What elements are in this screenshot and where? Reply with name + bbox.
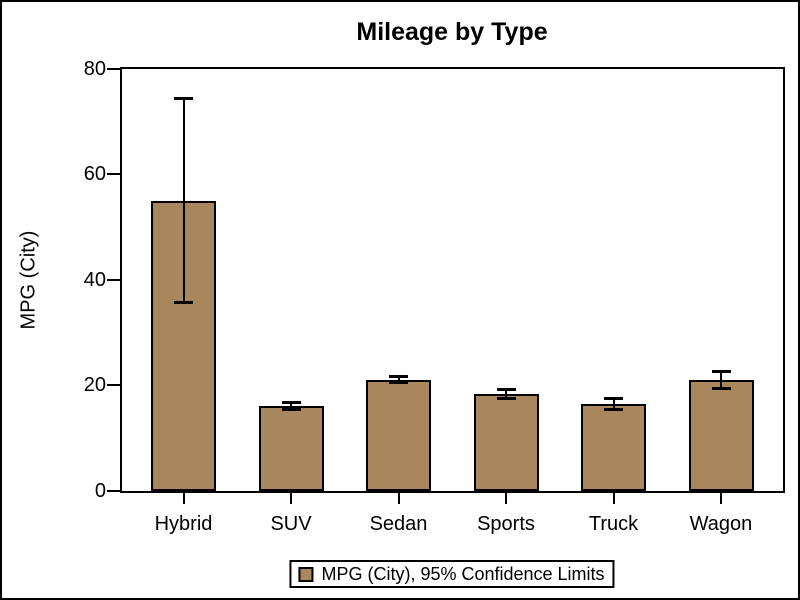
error-bar-wagon (720, 370, 722, 389)
y-tick-label: 40 (83, 268, 106, 291)
error-cap-upper (389, 375, 408, 379)
error-bar-hybrid (182, 98, 185, 303)
error-cap-upper (281, 400, 301, 404)
bar-wagon (688, 379, 754, 491)
y-axis-tick (107, 278, 120, 281)
y-axis-tick (107, 490, 120, 492)
error-bar-suv (290, 401, 292, 411)
error-cap-upper (496, 388, 516, 392)
error-cap-lower (711, 386, 731, 390)
x-tick-label-wagon: Wagon (689, 513, 753, 535)
y-tick-label: 0 (94, 480, 106, 502)
error-cap-upper (711, 369, 731, 373)
x-axis-tick (612, 493, 615, 504)
y-axis-tick (107, 67, 120, 70)
error-cap-lower (174, 300, 193, 304)
y-axis-tick (107, 173, 120, 176)
x-tick-label-sedan: Sedan (369, 513, 428, 535)
error-cap-lower (281, 408, 301, 412)
legend-swatch (298, 566, 314, 582)
bar-truck (581, 403, 646, 491)
legend: MPG (City), 95% Confidence Limits (289, 560, 615, 588)
error-cap-lower (604, 407, 623, 411)
x-tick-label-hybrid: Hybrid (154, 513, 213, 535)
bar-suv (258, 405, 324, 491)
x-axis-tick (505, 493, 507, 504)
y-axis-tick (107, 384, 120, 387)
bar-sports (473, 393, 539, 491)
error-cap-lower (496, 396, 516, 400)
bar-sedan (366, 379, 431, 491)
y-tick-label: 60 (83, 163, 106, 186)
error-cap-lower (389, 380, 408, 384)
x-axis-tick (720, 493, 722, 504)
x-axis-tick (182, 493, 185, 504)
chart-title: Mileage by Type (356, 18, 548, 46)
x-axis-tick (397, 493, 400, 504)
x-tick-label-sports: Sports (477, 513, 535, 535)
x-axis-tick (290, 493, 292, 504)
x-tick-label-truck: Truck (588, 513, 639, 535)
plot-area (120, 67, 785, 493)
error-bar-truck (612, 398, 615, 410)
y-tick-label: 80 (83, 57, 106, 80)
x-tick-label-suv: SUV (270, 513, 312, 535)
error-cap-upper (174, 97, 193, 101)
error-bar-sports (505, 389, 507, 399)
error-cap-upper (604, 397, 623, 401)
error-bar-sedan (397, 376, 400, 383)
y-tick-label: 20 (83, 374, 106, 397)
legend-label: MPG (City), 95% Confidence Limits (321, 563, 605, 584)
